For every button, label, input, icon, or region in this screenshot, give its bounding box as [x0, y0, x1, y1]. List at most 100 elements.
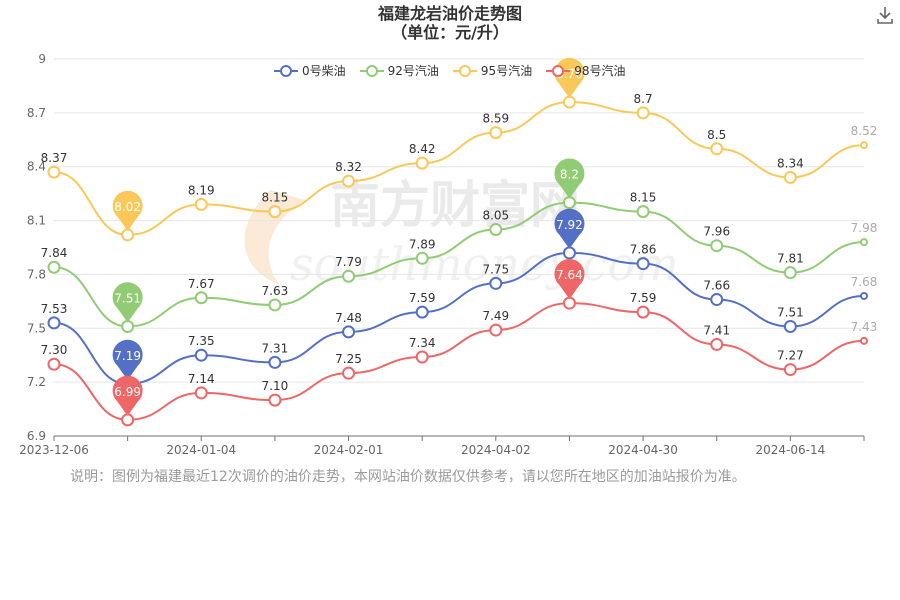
data-point	[268, 393, 282, 407]
marker-pin	[554, 258, 585, 300]
y-tick-label: 8.1	[27, 214, 46, 228]
data-point	[636, 257, 650, 271]
data-point	[47, 357, 61, 371]
pin-label: 7.51	[114, 291, 141, 305]
data-label: 7.30	[41, 343, 68, 357]
data-point	[121, 413, 135, 427]
data-point	[783, 170, 797, 184]
legend-item[interactable]: 92号汽油	[359, 62, 439, 79]
data-label: 7.79	[335, 255, 362, 269]
data-point	[415, 251, 429, 265]
data-point	[710, 239, 724, 253]
x-tick-label: 2023-12-06	[19, 443, 89, 457]
data-label: 8.42	[409, 142, 436, 156]
data-label: 7.86	[630, 243, 657, 257]
x-tick-label: 2024-01-04	[166, 443, 236, 457]
data-point	[783, 266, 797, 280]
data-point	[415, 350, 429, 364]
data-point	[342, 366, 356, 380]
data-point	[562, 95, 576, 109]
marker-pin	[554, 208, 585, 249]
data-label: 8.15	[630, 191, 657, 205]
data-label: 7.63	[262, 284, 289, 298]
legend-label: 98号汽油	[574, 64, 626, 78]
data-point	[194, 197, 208, 211]
chart-area: 南方财富网 southmoney.com 6.9 7.2 7.5 7.8 8.1 8.4 8…	[19, 52, 878, 457]
legend-item[interactable]: 0号柴油	[274, 62, 346, 79]
legend-item[interactable]: 98号汽油	[546, 62, 625, 79]
legend-label: 95号汽油	[480, 64, 533, 78]
data-point	[562, 196, 576, 210]
legend-label: 0号柴油	[302, 64, 346, 78]
y-tick-label: 7.5	[27, 321, 46, 335]
data-label: 8.34	[777, 156, 804, 170]
data-label: 7.51	[777, 305, 804, 319]
marker-pin	[554, 158, 585, 199]
data-label: 7.84	[41, 246, 68, 260]
series-line-0	[53, 251, 865, 385]
x-tick-label: 2024-02-01	[314, 443, 384, 457]
data-label: 7.59	[409, 291, 436, 305]
pin-label: 7.19	[114, 349, 141, 363]
data-label: 8.59	[482, 112, 509, 126]
marker-pin	[112, 282, 143, 323]
legend-marker-icon	[546, 64, 571, 77]
y-tick-label: 8.4	[27, 160, 46, 174]
legend-marker-icon	[359, 64, 384, 77]
data-point	[268, 355, 282, 369]
data-point	[342, 325, 356, 339]
x-tick-label: 2024-04-30	[608, 443, 678, 457]
data-point	[636, 205, 650, 219]
chart-subtitle: （单位：元/升）	[391, 23, 509, 42]
data-label: 7.89	[409, 237, 436, 251]
data-point	[194, 291, 208, 305]
data-point	[860, 336, 868, 345]
series-line-2	[53, 101, 865, 236]
data-label: 8.15	[262, 191, 289, 205]
y-tick-label: 7.2	[27, 375, 46, 389]
data-point	[342, 174, 356, 188]
data-point	[415, 305, 429, 319]
data-point	[860, 141, 868, 150]
data-label: 7.48	[335, 311, 362, 325]
data-point	[489, 276, 503, 290]
data-point	[415, 156, 429, 170]
data-point	[47, 260, 61, 274]
data-point	[860, 238, 868, 247]
data-point	[489, 323, 503, 337]
pin-label: 6.99	[114, 385, 141, 399]
data-point	[562, 246, 576, 260]
pin-label: 7.92	[556, 218, 583, 232]
data-label: 7.67	[188, 277, 215, 291]
y-tick-label: 8.7	[27, 106, 46, 120]
marker-pin	[112, 339, 143, 380]
data-label: 8.32	[335, 160, 362, 174]
legend-marker-icon	[274, 64, 298, 77]
data-label: 8.7	[634, 92, 653, 106]
data-label: 8.52	[851, 124, 878, 138]
x-tick-label: 2024-04-02	[461, 443, 531, 457]
data-label: 7.27	[777, 349, 804, 363]
data-label: 7.14	[188, 372, 215, 386]
y-tick-label: 7.8	[27, 267, 46, 281]
data-label: 7.96	[703, 225, 730, 239]
legend-item[interactable]: 95号汽油	[452, 62, 533, 79]
data-label: 7.25	[335, 352, 362, 366]
data-point	[710, 293, 724, 307]
data-point	[489, 223, 503, 237]
download-icon[interactable]	[874, 4, 896, 26]
line-chart: 6.9 7.2 7.5 7.8 8.1 8.4 8.7 9 2023-12-06 2024-01-…	[19, 52, 878, 457]
data-point	[783, 319, 797, 333]
data-point	[194, 386, 208, 400]
data-point	[121, 228, 135, 242]
data-point	[268, 205, 282, 219]
data-label: 7.49	[482, 309, 509, 323]
marker-pin	[112, 375, 143, 416]
pin-label: 8.02	[114, 200, 141, 214]
data-label: 7.41	[703, 323, 730, 337]
data-point	[47, 165, 61, 179]
data-label: 8.05	[482, 209, 509, 223]
pin-label: 7.64	[556, 268, 583, 282]
series-line-1	[53, 201, 865, 328]
data-point	[121, 319, 135, 333]
